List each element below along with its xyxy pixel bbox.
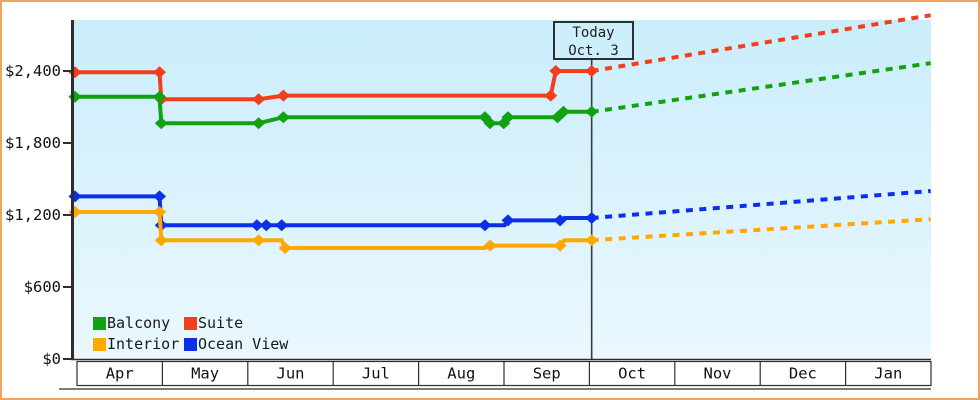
legend-label: Ocean View: [198, 335, 289, 353]
legend-item-suite: Suite: [184, 314, 288, 332]
month-label: Sep: [533, 365, 561, 383]
data-point-marker: [153, 190, 167, 203]
data-point-marker: [585, 212, 599, 224]
data-point-marker: [252, 93, 266, 106]
data-point-marker: [483, 117, 497, 130]
projection-line-interior: [591, 217, 931, 243]
data-point-marker: [585, 234, 599, 247]
legend-label: Balcony: [107, 314, 171, 332]
legend-label: Suite: [198, 314, 244, 332]
data-point-marker: [478, 219, 492, 232]
data-point-marker: [153, 206, 167, 218]
data-point-marker: [553, 239, 567, 252]
data-point-marker: [252, 234, 266, 247]
data-point-marker: [276, 89, 290, 102]
month-label: Aug: [447, 365, 475, 383]
data-point-marker: [585, 105, 599, 118]
projection-line-suite: [591, 13, 932, 73]
month-label: May: [191, 365, 219, 383]
month-label: Oct: [618, 365, 646, 383]
data-point-marker: [154, 234, 168, 247]
y-axis-label: $0: [42, 350, 61, 368]
y-axis-label: $2,400: [5, 62, 61, 80]
legend-swatch-icon: [184, 337, 197, 351]
legend-item-balcony: Balcony: [93, 314, 184, 332]
legend-item-interior: Interior: [93, 335, 184, 353]
chart-legend: Balcony Suite Interior Ocean View: [93, 314, 288, 353]
today-date: Oct. 3: [568, 43, 619, 59]
data-point-marker: [275, 219, 289, 232]
today-label: Today: [572, 25, 615, 41]
legend-label: Interior: [107, 335, 180, 353]
data-point-marker: [278, 242, 292, 254]
projection-line-balcony: [591, 61, 931, 114]
data-point-marker: [154, 117, 168, 130]
month-label: Jan: [874, 365, 902, 383]
data-point-marker: [153, 90, 167, 103]
data-point-marker: [483, 239, 497, 252]
plot-background: [74, 20, 931, 359]
data-point-marker: [252, 117, 266, 130]
legend-swatch-icon: [184, 316, 197, 330]
month-label: Jun: [277, 365, 305, 383]
y-axis-line: [71, 20, 74, 359]
legend-item-ocean-view: Ocean View: [184, 335, 288, 353]
data-point-marker: [153, 66, 167, 79]
data-point-marker: [585, 65, 599, 77]
y-axis-label: $1,200: [5, 206, 61, 224]
data-point-marker: [556, 105, 570, 118]
data-point-marker: [276, 111, 290, 124]
data-point-marker: [501, 111, 515, 124]
data-point-marker: [250, 219, 264, 232]
month-label: Dec: [789, 365, 817, 383]
month-label: Nov: [704, 365, 732, 383]
y-axis-label: $1,800: [5, 134, 61, 152]
today-annotation-box: Today Oct. 3: [553, 21, 634, 60]
legend-swatch-icon: [93, 316, 106, 330]
data-point-marker: [501, 214, 515, 227]
y-axis-label: $600: [24, 278, 61, 296]
month-label: Apr: [106, 365, 134, 383]
projection-line-ocean-view: [591, 189, 931, 220]
data-point-marker: [259, 219, 273, 232]
data-point-marker: [553, 214, 567, 227]
data-point-marker: [544, 89, 558, 102]
month-label: Jul: [362, 365, 390, 383]
legend-swatch-icon: [93, 337, 106, 351]
data-point-marker: [549, 65, 563, 77]
